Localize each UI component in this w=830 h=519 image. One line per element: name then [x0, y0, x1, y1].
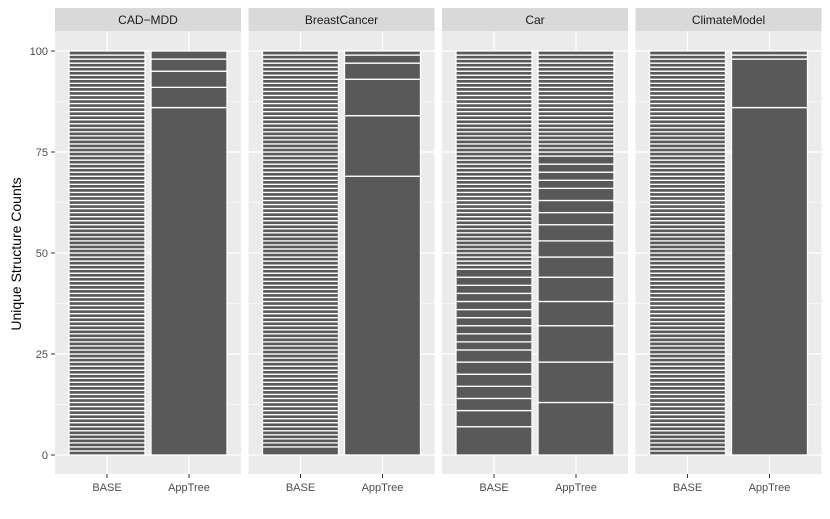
bar-segment — [537, 361, 615, 404]
y-tick-label: 75 — [36, 147, 48, 159]
bar-segment — [537, 300, 615, 327]
stacked-bar — [343, 50, 422, 456]
bar-segment — [537, 187, 615, 202]
bar-segment — [455, 292, 533, 303]
bar-segment — [537, 155, 615, 165]
facet-title: BreastCancer — [305, 13, 378, 27]
stacked-bar — [648, 50, 727, 456]
bar-segment — [537, 163, 615, 173]
bar-segment — [730, 58, 809, 109]
facet-panel: CAD−MDD BASE AppTree — [55, 8, 241, 494]
y-axis-title: Unique Structure Counts — [8, 177, 24, 330]
bar-segment — [537, 50, 615, 56]
bar-segment — [537, 256, 615, 278]
bar-segment — [343, 78, 422, 117]
bar-segment — [537, 325, 615, 363]
bar-segment — [455, 426, 533, 456]
bar-segment — [455, 349, 533, 363]
bar-segment — [537, 401, 615, 456]
stacked-bar — [537, 50, 615, 456]
x-tick-label: BASE — [673, 482, 702, 494]
y-tick-label: 50 — [36, 248, 48, 260]
bar-segment — [150, 106, 228, 456]
y-tick-label: 0 — [42, 450, 48, 462]
x-tick-label: AppTree — [555, 482, 597, 494]
stacked-bar — [68, 50, 146, 456]
bar-segment — [150, 70, 228, 89]
bar-segment — [455, 341, 533, 351]
bar-segment — [455, 300, 533, 311]
stacked-bar — [455, 50, 533, 456]
bar-segment — [648, 50, 727, 56]
bar-segment — [455, 373, 533, 387]
bar-segment — [343, 175, 422, 456]
facet-panel: Car BASE AppTree — [442, 8, 628, 494]
bar-segment — [537, 179, 615, 190]
bar-segment — [343, 62, 422, 80]
x-tick-label: BASE — [479, 482, 508, 494]
facet-panel: ClimateModel BASE AppTree — [635, 8, 822, 494]
stacked-bar — [730, 50, 809, 456]
bar-segment — [537, 276, 615, 303]
bar-segment — [261, 446, 340, 456]
bar-segment — [455, 397, 533, 412]
bar-segment — [150, 50, 228, 60]
facet-strip — [55, 8, 241, 31]
bar-segment — [455, 361, 533, 375]
bar-segment — [455, 268, 533, 278]
stacked-bar — [150, 50, 228, 456]
x-tick-label: BASE — [92, 482, 121, 494]
bar-segment — [261, 50, 340, 56]
y-tick-label: 100 — [30, 46, 48, 58]
bar-segment — [150, 58, 228, 72]
bar-segment — [455, 308, 533, 319]
facet-strip — [635, 8, 822, 31]
bar-segment — [455, 284, 533, 295]
bar-segment — [455, 325, 533, 335]
bar-segment — [730, 50, 809, 56]
bar-segment — [537, 199, 615, 214]
x-tick-label: AppTree — [749, 482, 791, 494]
bar-segment — [343, 50, 422, 56]
bar-segment — [343, 114, 422, 177]
bar-segment — [730, 106, 809, 456]
bar-segment — [150, 86, 228, 109]
y-tick-label: 25 — [36, 349, 48, 361]
bar-segment — [455, 385, 533, 400]
bar-segment — [455, 50, 533, 56]
facet-strip — [248, 8, 435, 31]
stacked-bar — [261, 50, 340, 456]
bar-segment — [537, 171, 615, 181]
bar-segment — [455, 316, 533, 327]
x-tick-label: AppTree — [168, 482, 210, 494]
facet-title: Car — [525, 13, 544, 27]
facet-title: CAD−MDD — [118, 13, 178, 27]
bar-segment — [537, 224, 615, 242]
bar-segment — [343, 54, 422, 64]
facet-panel: BreastCancer BASE AppTree — [248, 8, 435, 494]
bar-segment — [455, 333, 533, 343]
facet-strip — [442, 8, 628, 31]
facet-panels: CAD−MDD BASE AppTree BreastCancer BASE AppTre… — [55, 8, 822, 494]
bar-segment — [455, 409, 533, 428]
y-axis-ticks: 0 25 50 75 100 — [30, 46, 55, 462]
x-tick-label: BASE — [286, 482, 315, 494]
bar-segment — [68, 50, 146, 56]
bar-segment — [455, 276, 533, 286]
x-tick-label: AppTree — [362, 482, 404, 494]
bar-segment — [537, 240, 615, 258]
bar-segment — [537, 211, 615, 226]
facet-title: ClimateModel — [692, 13, 765, 27]
